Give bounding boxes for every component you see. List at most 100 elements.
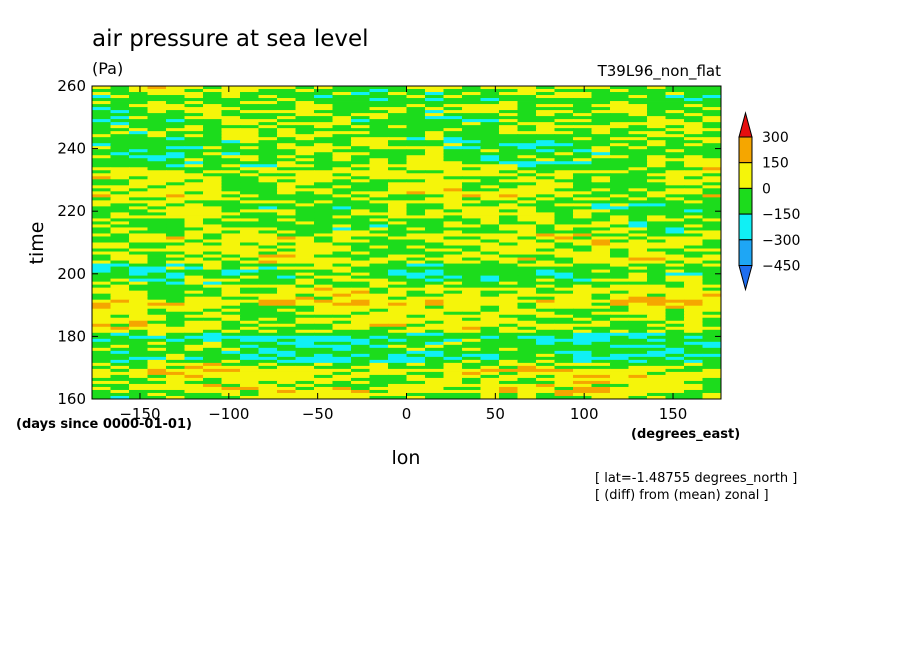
heatmap-cell (554, 254, 574, 258)
heatmap-cell (610, 383, 630, 388)
heatmap-cell (573, 275, 593, 280)
heatmap-cell (425, 326, 445, 331)
heatmap-cell (684, 383, 704, 388)
heatmap-cell (258, 164, 278, 168)
heatmap-cell (628, 146, 648, 150)
heatmap-cell (480, 155, 500, 159)
heatmap-cell (499, 329, 519, 334)
heatmap-cell (425, 260, 445, 264)
heatmap-cell (573, 260, 593, 264)
heatmap-cell (166, 245, 186, 249)
heatmap-cell (462, 98, 482, 102)
heatmap-cell (258, 311, 278, 316)
heatmap-cell (647, 128, 667, 132)
heatmap-cell (258, 200, 278, 204)
heatmap-cell (684, 233, 704, 237)
heatmap-cell (462, 356, 482, 361)
heatmap-cell (258, 263, 278, 267)
heatmap-cell (314, 200, 334, 204)
heatmap-cell (480, 131, 500, 135)
heatmap-cell (480, 170, 500, 174)
heatmap-cell (110, 161, 130, 165)
heatmap-cell (258, 329, 278, 334)
heatmap-cell (610, 185, 630, 189)
heatmap-cell (369, 206, 389, 210)
heatmap-cell (462, 128, 482, 132)
heatmap-cell (684, 356, 704, 361)
heatmap-cell (221, 290, 241, 295)
heatmap-cell (129, 116, 149, 120)
heatmap-cell (240, 350, 260, 355)
heatmap-cell (480, 167, 500, 171)
heatmap-cell (610, 206, 630, 210)
heatmap-cell (610, 296, 630, 301)
heatmap-cell (295, 194, 315, 198)
heatmap-cell (536, 302, 556, 307)
heatmap-cell (351, 200, 371, 204)
heatmap-cell (277, 161, 297, 165)
heatmap-cell (314, 383, 334, 388)
heatmap-cell (554, 323, 574, 328)
heatmap-cell (443, 119, 463, 123)
heatmap-cell (425, 167, 445, 171)
heatmap-cell (92, 155, 112, 159)
heatmap-cell (684, 242, 704, 246)
heatmap-cell (203, 341, 223, 346)
heatmap-cell (166, 299, 186, 304)
heatmap-cell (92, 203, 112, 207)
heatmap-cell (610, 272, 630, 277)
heatmap-cell (628, 95, 648, 99)
heatmap-cell (184, 89, 204, 93)
heatmap-cell (277, 143, 297, 147)
heatmap-cell (332, 161, 352, 165)
heatmap-cell (221, 380, 241, 385)
heatmap-cell (702, 314, 721, 319)
heatmap-cell (554, 341, 574, 346)
heatmap-cell (406, 158, 426, 162)
heatmap-cell (425, 236, 445, 240)
heatmap-cell (314, 350, 334, 355)
heatmap-cell (258, 383, 278, 388)
heatmap-cell (92, 101, 112, 105)
heatmap-cell (406, 311, 426, 316)
heatmap-cell (573, 395, 593, 399)
heatmap-cell (240, 323, 260, 328)
heatmap-cell (147, 287, 167, 292)
heatmap-cell (221, 257, 241, 261)
heatmap-cell (499, 359, 519, 364)
heatmap-cell (462, 248, 482, 252)
heatmap-cell (499, 272, 519, 277)
heatmap-cell (314, 173, 334, 177)
heatmap-cell (665, 236, 685, 240)
heatmap-cell (702, 386, 721, 391)
heatmap-cell (369, 233, 389, 237)
heatmap-cell (369, 194, 389, 198)
heatmap-cell (147, 161, 167, 165)
heatmap-cell (166, 317, 186, 322)
heatmap-cell (184, 188, 204, 192)
heatmap-cell (277, 275, 297, 280)
heatmap-cell (92, 365, 112, 370)
heatmap-cell (388, 320, 408, 325)
heatmap-cell (314, 152, 334, 156)
heatmap-cell (702, 347, 721, 352)
heatmap-cell (129, 275, 149, 280)
heatmap-cell (406, 128, 426, 132)
heatmap-cell (240, 86, 260, 90)
heatmap-cell (443, 152, 463, 156)
heatmap-cell (628, 311, 648, 316)
heatmap-cell (425, 362, 445, 367)
heatmap-cell (314, 287, 334, 292)
heatmap-cell (591, 221, 611, 225)
heatmap-cell (499, 209, 519, 213)
heatmap-cell (591, 206, 611, 210)
heatmap-cell (351, 179, 371, 183)
heatmap-cell (369, 302, 389, 307)
heatmap-cell (499, 302, 519, 307)
heatmap-cell (147, 392, 167, 397)
heatmap-cell (573, 239, 593, 243)
heatmap-cell (166, 287, 186, 292)
heatmap-cell (425, 125, 445, 129)
heatmap-cell (499, 221, 519, 225)
heatmap-cell (332, 98, 352, 102)
